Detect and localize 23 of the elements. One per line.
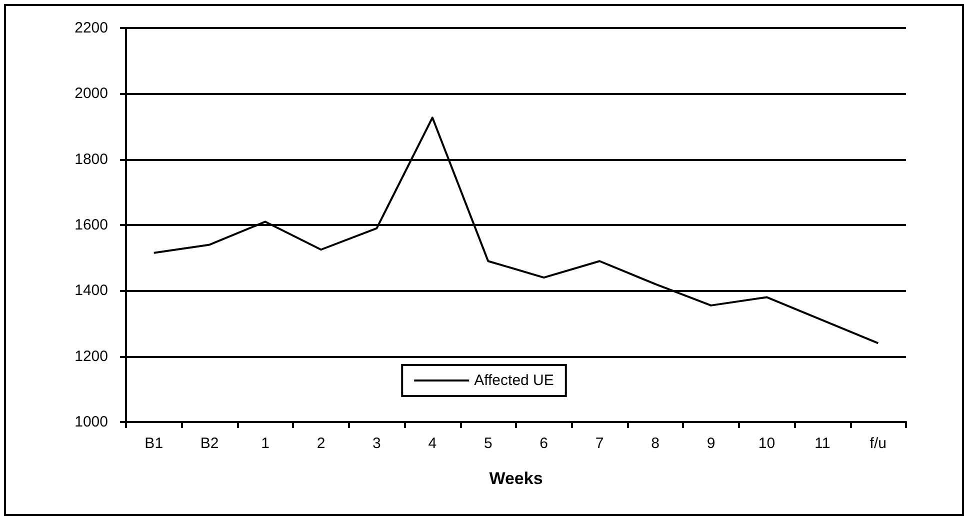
x-tick-label: 9 (706, 435, 716, 452)
x-tick-label: 7 (595, 435, 604, 452)
x-tick-label: 8 (651, 435, 660, 452)
y-tick-label: 1600 (74, 216, 108, 234)
x-tick-label: 5 (484, 435, 492, 452)
y-tick-label: 1800 (74, 150, 108, 168)
x-tick-label: 2 (316, 435, 326, 452)
y-tick-label: 1400 (74, 282, 108, 300)
x-tick-label: 11 (814, 435, 830, 452)
y-tick-label: 2200 (74, 20, 108, 36)
x-tick-label: B2 (200, 435, 219, 452)
legend-label: Affected UE (474, 372, 554, 389)
x-tick-label: B1 (144, 435, 164, 452)
x-tick-label: 10 (758, 435, 776, 452)
x-tick-label: f/u (870, 435, 886, 452)
x-axis-title: Weeks (489, 469, 543, 488)
y-tick-label: 1000 (74, 414, 108, 430)
x-tick-label: 3 (372, 435, 381, 452)
y-tick-label: 1200 (74, 348, 108, 365)
x-tick-label: 4 (428, 435, 437, 452)
x-tick-label: 6 (540, 435, 548, 452)
y-tick-label: 2000 (74, 85, 108, 102)
x-tick-label: 1 (261, 435, 270, 452)
